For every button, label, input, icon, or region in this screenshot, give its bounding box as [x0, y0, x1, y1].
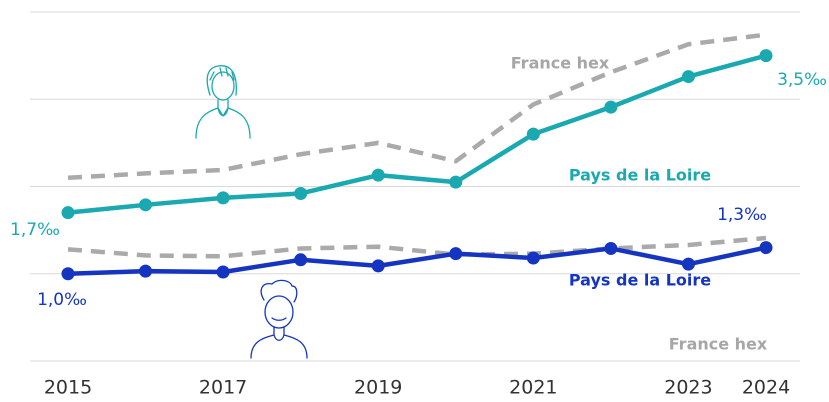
plot-area: France hex Pays de la Loire 1,7‰ 3,5‰ France…	[10, 32, 827, 354]
woman-icon	[195, 65, 251, 139]
point	[216, 265, 230, 279]
point	[526, 127, 540, 141]
dashed-line	[67, 235, 767, 259]
point	[449, 175, 463, 189]
line	[65, 53, 769, 215]
point	[526, 251, 540, 265]
man-icon	[250, 279, 308, 359]
x-tick-label: 2019	[354, 377, 402, 399]
point	[294, 186, 308, 200]
point	[139, 264, 153, 278]
x-tick-label: 2024	[742, 377, 790, 399]
line	[65, 245, 769, 276]
point	[759, 241, 773, 255]
value-label: 1,3‰	[717, 205, 767, 225]
point	[294, 253, 308, 267]
point	[449, 247, 463, 261]
point	[681, 257, 695, 271]
point	[681, 70, 695, 84]
value-label: 3,5‰	[777, 70, 827, 90]
point	[371, 259, 385, 273]
point	[61, 206, 75, 220]
value-label: 1,7‰	[10, 220, 60, 240]
point	[759, 49, 773, 63]
series-label: France hex	[669, 335, 768, 354]
series-label: Pays de la Loire	[569, 166, 711, 185]
series-label: Pays de la Loire	[569, 271, 711, 290]
grid: 2015 2017 2019 2021 2023 2024	[30, 11, 800, 399]
x-tick-label: 2015	[44, 377, 92, 399]
point	[216, 191, 230, 205]
x-tick-label: 2021	[509, 377, 557, 399]
point	[61, 267, 75, 281]
point	[604, 241, 618, 255]
point	[371, 168, 385, 182]
series-label: France hex	[511, 54, 610, 73]
point	[139, 198, 153, 212]
x-tick-label: 2017	[199, 377, 247, 399]
x-tick-label: 2023	[664, 377, 712, 399]
value-label: 1,0‰	[37, 290, 87, 310]
point	[604, 100, 618, 114]
dashed-line	[67, 32, 767, 181]
